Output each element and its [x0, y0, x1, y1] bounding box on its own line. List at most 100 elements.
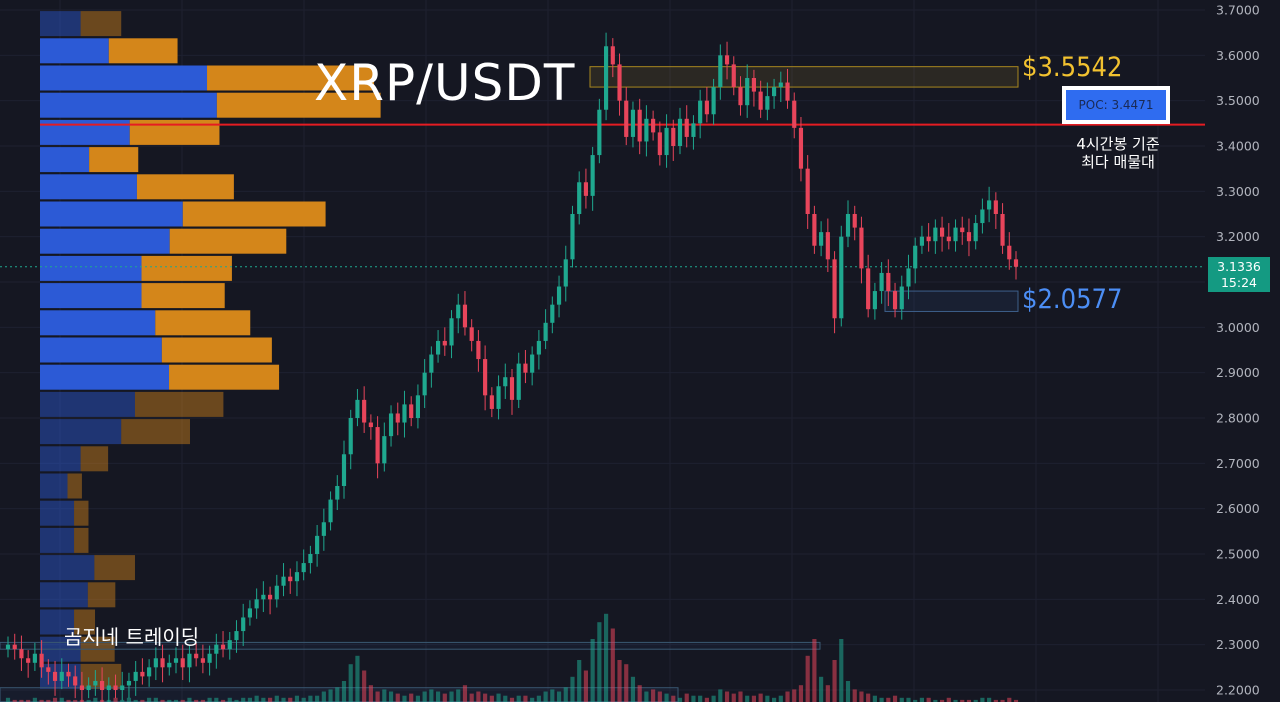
y-tick-label: 3.3000 [1216, 184, 1260, 199]
volume-bar [207, 697, 212, 702]
candle-body [745, 78, 750, 106]
volume-profile-sell-bar [74, 500, 89, 526]
poc-note-line2: 최다 매물대 [1081, 153, 1155, 171]
candle-body [153, 658, 158, 668]
volume-profile-buy-bar [40, 310, 156, 336]
volume-bar [435, 691, 441, 702]
y-tick-label: 2.2000 [1216, 683, 1260, 698]
volume-bar [953, 699, 958, 702]
volume-bar [462, 685, 468, 702]
volume-profile-sell-bar [155, 310, 251, 336]
volume-profile-sell-bar [80, 11, 122, 37]
volume-bar [429, 689, 434, 702]
volume-bar [825, 685, 830, 702]
candle-body [483, 359, 488, 396]
volume-bar [93, 697, 98, 702]
volume-profile-buy-bar [40, 555, 95, 581]
volume-bar [590, 639, 595, 702]
candle-body [1013, 259, 1019, 267]
volume-bar [254, 695, 259, 702]
candle-body [778, 82, 783, 88]
candle-body [825, 232, 830, 260]
volume-profile-sell-bar [207, 65, 375, 91]
candle-body [133, 671, 138, 681]
candle-body [442, 340, 447, 346]
poc-badge: POC: 3.4471 [1062, 86, 1170, 124]
candle-body [543, 322, 548, 341]
candle-body [294, 572, 300, 582]
candle-body [267, 594, 273, 600]
candle-body [1000, 214, 1005, 246]
volume-bar [113, 697, 118, 702]
volume-bar [718, 689, 723, 702]
candle-body [368, 422, 373, 428]
candle-body [637, 109, 642, 142]
volume-bar [140, 699, 145, 702]
candle-body [503, 377, 508, 387]
candle-body [147, 667, 152, 677]
volume-bar [66, 699, 71, 702]
candle-body [496, 386, 501, 409]
current-price-value: 3.1336 [1217, 259, 1261, 274]
candle-body [12, 644, 17, 650]
volume-bar [724, 691, 730, 702]
candle-body [993, 200, 998, 214]
volume-bar [751, 695, 757, 702]
candle-body [99, 680, 105, 690]
candle-body [987, 200, 992, 210]
volume-bar [120, 699, 125, 702]
candle-body [671, 127, 676, 146]
candle-body [335, 486, 340, 500]
volume-bar [126, 697, 132, 702]
candle-body [456, 304, 461, 319]
volume-bar [993, 699, 998, 702]
volume-bar [731, 693, 736, 702]
y-tick-label: 2.6000 [1216, 501, 1260, 516]
volume-bar [530, 697, 535, 702]
volume-bar [315, 695, 320, 702]
candle-body [819, 232, 824, 246]
candle-body [46, 667, 51, 672]
candle-body [93, 680, 98, 686]
volume-bar [247, 697, 253, 702]
volume-bar [960, 699, 965, 702]
volume-bar [570, 676, 575, 702]
volume-bar [469, 693, 474, 702]
y-tick-label: 3.5000 [1216, 93, 1260, 108]
y-tick-label: 3.7000 [1216, 3, 1260, 18]
volume-bar [409, 693, 414, 702]
volume-bar [1013, 699, 1019, 702]
volume-bar [220, 699, 226, 702]
volume-bar [476, 691, 481, 702]
candle-body [577, 182, 582, 214]
y-tick-label: 3.0000 [1216, 320, 1260, 335]
volume-bar [738, 691, 743, 702]
candle-body [187, 653, 192, 668]
volume-bar [886, 697, 891, 702]
candle-body [160, 658, 165, 668]
resistance-label: $3.5542 [1022, 52, 1123, 83]
candle-body [173, 658, 179, 663]
volume-bar [926, 697, 931, 702]
volume-bar [859, 691, 864, 702]
candle-body [402, 404, 407, 423]
candle-body [939, 227, 945, 237]
volume-bar [617, 660, 622, 702]
candle-body [563, 259, 568, 287]
candle-body [711, 87, 716, 115]
candle-body [375, 427, 380, 464]
candle-body [597, 109, 602, 156]
candle-body [624, 100, 629, 137]
volume-bar [657, 691, 662, 702]
candle-body [5, 644, 11, 650]
volume-profile-buy-bar [40, 446, 81, 472]
volume-profile-sell-bar [141, 283, 225, 309]
volume-bar [133, 699, 138, 702]
volume-bar [745, 695, 750, 702]
volume-bar [19, 699, 24, 702]
volume-profile-buy-bar [40, 92, 217, 118]
candle-body [684, 118, 689, 137]
volume-bar [919, 697, 925, 702]
